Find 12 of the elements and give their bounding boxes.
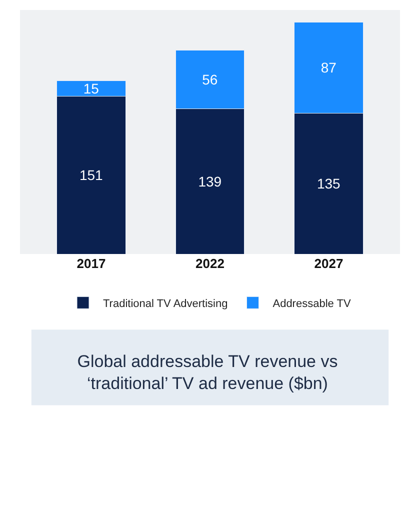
x-tick-label: 2027: [314, 256, 344, 271]
data-label: 139: [198, 173, 222, 190]
x-tick-label: 2022: [196, 256, 224, 271]
x-tick-label: 2017: [76, 256, 106, 271]
data-label: 151: [79, 167, 104, 184]
data-label: 15: [83, 80, 100, 96]
data-label: 135: [316, 176, 341, 192]
legend-label: Addressable TV: [272, 298, 352, 310]
text: Global addressable TV revenue vs ‘traditional’ TV ad revenue ($bn): [77, 352, 338, 394]
data-label: 56: [202, 72, 218, 88]
data-label: 87: [320, 60, 337, 76]
legend-label: Traditional TV Advertising: [103, 298, 228, 310]
